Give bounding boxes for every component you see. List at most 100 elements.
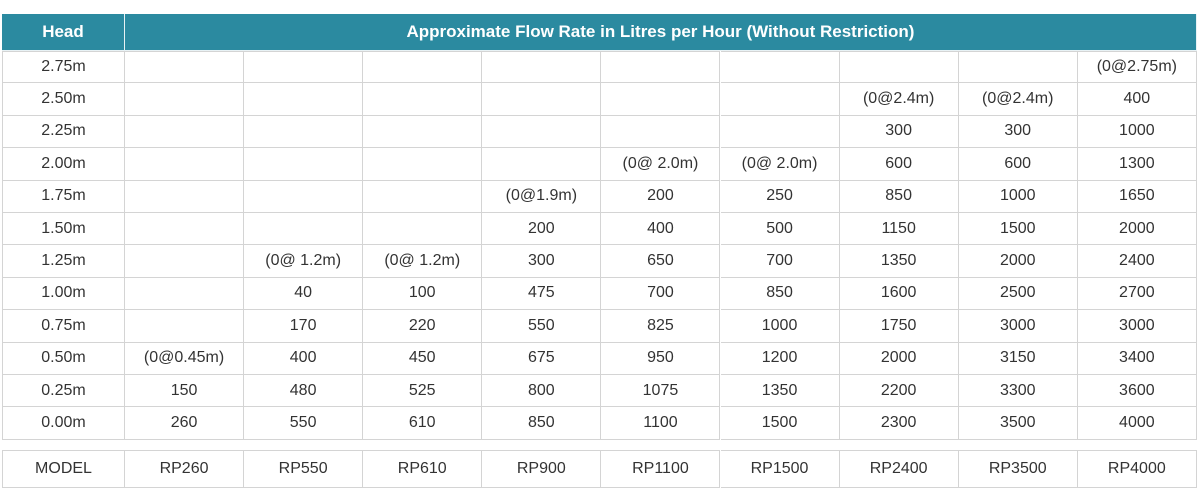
flow-cell xyxy=(125,277,245,311)
flow-cell xyxy=(839,51,959,84)
flow-cell: 950 xyxy=(601,342,721,375)
flow-cell: 1650 xyxy=(1077,180,1197,213)
head-cell: 1.25m xyxy=(2,245,125,278)
flow-cell: 2400 xyxy=(1077,245,1197,278)
flow-cell xyxy=(125,83,245,116)
flow-cell: 525 xyxy=(363,375,483,408)
flow-cell: 475 xyxy=(482,277,602,311)
flow-cell: 300 xyxy=(958,115,1078,149)
flow-cell xyxy=(482,51,602,84)
flow-cell: 600 xyxy=(839,148,959,181)
model-cell: RP900 xyxy=(482,449,602,488)
flow-cell: 4000 xyxy=(1077,407,1197,440)
flow-cell xyxy=(244,51,364,84)
flow-cell: 3600 xyxy=(1077,375,1197,408)
flow-cell: (0@ 2.0m) xyxy=(601,148,721,181)
model-cell: RP260 xyxy=(125,449,245,488)
head-cell: 0.25m xyxy=(2,375,125,408)
flow-cell xyxy=(958,51,1078,84)
flow-cell: 400 xyxy=(601,213,721,246)
model-cell: RP610 xyxy=(363,449,483,488)
flow-cell: 1000 xyxy=(720,310,840,343)
flow-cell: 260 xyxy=(125,407,245,440)
head-cell: 2.75m xyxy=(2,51,125,84)
flow-cell xyxy=(244,115,364,149)
model-cell: RP2400 xyxy=(839,449,959,488)
head-cell: 2.25m xyxy=(2,115,125,149)
flow-cell: 650 xyxy=(601,245,721,278)
flow-cell: 700 xyxy=(601,277,721,311)
flow-cell xyxy=(125,310,245,343)
flow-cell: 170 xyxy=(244,310,364,343)
flow-cell: 1500 xyxy=(720,407,840,440)
header-cell: Head xyxy=(2,14,125,51)
flow-cell xyxy=(601,51,721,84)
head-cell: 0.00m xyxy=(2,407,125,440)
flow-cell xyxy=(720,51,840,84)
flow-cell: (0@ 1.2m) xyxy=(363,245,483,278)
flow-cell: 1200 xyxy=(720,342,840,375)
flow-cell xyxy=(482,83,602,116)
flow-cell: (0@2.4m) xyxy=(839,83,959,116)
flow-cell: 100 xyxy=(363,277,483,311)
flow-cell: (0@2.75m) xyxy=(1077,51,1197,84)
flow-cell: 400 xyxy=(244,342,364,375)
head-cell: 1.75m xyxy=(2,180,125,213)
flow-cell xyxy=(244,180,364,213)
flow-cell: (0@ 2.0m) xyxy=(720,148,840,181)
flow-cell: 850 xyxy=(482,407,602,440)
head-cell: 0.75m xyxy=(2,310,125,343)
flow-cell: 480 xyxy=(244,375,364,408)
flow-cell xyxy=(720,83,840,116)
flow-cell: 1500 xyxy=(958,213,1078,246)
flow-cell xyxy=(482,148,602,181)
flow-cell: 1100 xyxy=(601,407,721,440)
flow-cell: 3400 xyxy=(1077,342,1197,375)
head-cell: 1.50m xyxy=(2,213,125,246)
flow-cell: 2000 xyxy=(1077,213,1197,246)
flow-cell: 400 xyxy=(1077,83,1197,116)
flow-cell xyxy=(244,83,364,116)
flow-cell: 1300 xyxy=(1077,148,1197,181)
model-label: MODEL xyxy=(2,449,125,488)
flow-cell: 3150 xyxy=(958,342,1078,375)
flow-cell xyxy=(125,180,245,213)
flow-cell: 850 xyxy=(839,180,959,213)
flow-cell xyxy=(601,83,721,116)
flow-cell: 1000 xyxy=(1077,115,1197,149)
flow-cell: 3000 xyxy=(958,310,1078,343)
flow-cell: (0@1.9m) xyxy=(482,180,602,213)
flow-cell: 1600 xyxy=(839,277,959,311)
flow-cell: 250 xyxy=(720,180,840,213)
flow-cell: 2300 xyxy=(839,407,959,440)
flow-cell: 550 xyxy=(482,310,602,343)
flow-cell: (0@0.45m) xyxy=(125,342,245,375)
flow-cell xyxy=(125,213,245,246)
flow-cell: 2000 xyxy=(958,245,1078,278)
flow-cell: 550 xyxy=(244,407,364,440)
flow-cell xyxy=(125,115,245,149)
flow-cell xyxy=(363,51,483,84)
flow-cell: 500 xyxy=(720,213,840,246)
flow-cell: 300 xyxy=(482,245,602,278)
head-cell: 2.00m xyxy=(2,148,125,181)
model-cell: RP1100 xyxy=(601,449,721,488)
flow-cell xyxy=(125,148,245,181)
model-cell: RP3500 xyxy=(958,449,1078,488)
flow-cell: 850 xyxy=(720,277,840,311)
flow-cell: 40 xyxy=(244,277,364,311)
flow-cell: 2000 xyxy=(839,342,959,375)
flow-cell xyxy=(482,115,602,149)
flow-cell: 800 xyxy=(482,375,602,408)
model-cell: RP550 xyxy=(244,449,364,488)
flow-cell: 600 xyxy=(958,148,1078,181)
flow-cell xyxy=(244,148,364,181)
flow-cell xyxy=(125,51,245,84)
flow-cell: 200 xyxy=(482,213,602,246)
flow-cell: (0@2.4m) xyxy=(958,83,1078,116)
flow-cell xyxy=(720,115,840,149)
flow-cell: 1000 xyxy=(958,180,1078,213)
head-cell: 0.50m xyxy=(2,342,125,375)
flow-cell xyxy=(363,213,483,246)
